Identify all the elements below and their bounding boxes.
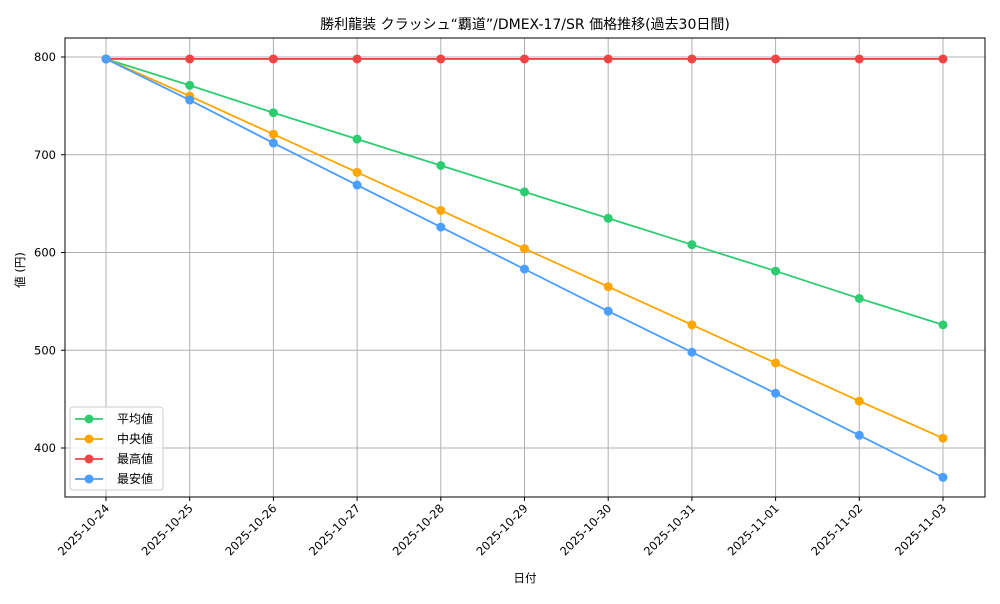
data-point-marker [771, 54, 781, 64]
data-point-marker [268, 54, 278, 64]
data-point-marker [603, 306, 613, 316]
data-point-marker [352, 134, 362, 144]
data-point-marker [854, 293, 864, 303]
x-tick-label: 2025-10-27 [306, 501, 363, 558]
data-point-marker [268, 138, 278, 148]
data-point-marker [603, 282, 613, 292]
data-point-marker [687, 347, 697, 357]
data-point-marker [436, 54, 446, 64]
y-tick-label: 400 [34, 441, 56, 455]
data-point-marker [436, 205, 446, 215]
legend-label: 最安値 [117, 471, 153, 486]
data-point-marker [687, 240, 697, 250]
y-tick-label: 700 [34, 148, 56, 162]
data-point-marker [352, 167, 362, 177]
legend-label: 平均値 [117, 411, 153, 426]
legend-marker-icon [84, 474, 94, 484]
legend-label: 最高値 [117, 451, 153, 466]
y-tick-label: 500 [34, 343, 56, 357]
data-point-marker [771, 266, 781, 276]
data-point-marker [101, 54, 111, 64]
data-point-marker [938, 433, 948, 443]
x-axis-label: 日付 [514, 571, 537, 585]
series-3 [101, 54, 948, 482]
data-point-marker [520, 244, 529, 254]
data-point-marker [771, 358, 781, 368]
y-axis-ticks: 400 500 600 700 800 [34, 50, 65, 455]
x-axis-ticks: 2025-10-24 2025-10-25 2025-10-26 2025-10-27… [55, 497, 949, 558]
data-point-marker [771, 388, 781, 398]
legend-box [69, 406, 164, 491]
data-point-marker [268, 129, 278, 139]
series-lines [101, 54, 948, 482]
data-point-marker [938, 472, 948, 482]
legend-marker-icon [84, 454, 94, 464]
x-tick-label: 2025-10-25 [139, 501, 196, 558]
legend-marker-icon [84, 434, 94, 444]
x-tick-label: 2025-11-01 [725, 501, 782, 558]
data-point-marker [436, 222, 446, 232]
data-point-marker [603, 54, 613, 64]
data-point-marker [687, 320, 697, 330]
data-point-marker [854, 430, 864, 440]
data-point-marker [938, 320, 948, 330]
chart-title: 勝利龍装 クラッシュ“覇道”/DMEX-17/SR 価格推移(過去30日間) [320, 16, 730, 33]
data-point-marker [352, 54, 362, 64]
data-point-marker [352, 180, 362, 190]
y-tick-label: 800 [34, 50, 56, 64]
data-point-marker [520, 187, 529, 197]
data-point-marker [185, 95, 195, 105]
series-2 [101, 54, 948, 64]
x-tick-label: 2025-11-03 [892, 501, 949, 558]
data-point-marker [854, 54, 864, 64]
x-tick-label: 2025-10-28 [390, 501, 447, 558]
y-tick-label: 600 [34, 246, 56, 260]
data-point-marker [854, 396, 864, 406]
x-tick-label: 2025-11-02 [808, 501, 865, 558]
data-point-marker [687, 54, 697, 64]
data-point-marker [268, 108, 278, 118]
data-point-marker [938, 54, 948, 64]
data-point-marker [185, 80, 195, 90]
data-point-marker [603, 213, 613, 223]
x-tick-label: 2025-10-24 [55, 501, 112, 558]
legend-label: 中央値 [117, 431, 153, 446]
data-point-marker [520, 54, 529, 64]
data-point-marker [436, 161, 446, 171]
x-tick-label: 2025-10-26 [222, 501, 279, 558]
x-tick-label: 2025-10-29 [473, 501, 530, 558]
data-point-marker [520, 264, 529, 274]
data-point-marker [185, 54, 195, 64]
x-tick-label: 2025-10-30 [557, 501, 614, 558]
legend-marker-icon [84, 414, 94, 424]
y-axis-label: 値 (円) [13, 252, 27, 288]
x-tick-label: 2025-10-31 [641, 501, 698, 558]
